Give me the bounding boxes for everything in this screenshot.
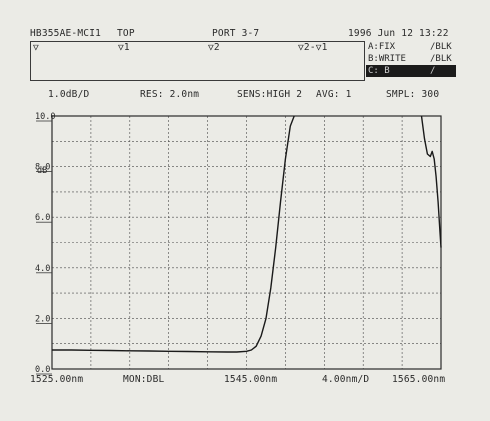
spectrum-trace-2	[420, 115, 442, 248]
marker-2: ▽2	[208, 42, 220, 53]
trace-a-name: A:FIX	[368, 42, 396, 52]
trace-a: A:FIX /BLK	[366, 41, 456, 53]
y-tick-label: 10.0	[35, 112, 55, 122]
spectrum-trace-1	[52, 115, 295, 353]
monitor-mode: MON:DBL	[123, 374, 165, 385]
header-title: TOP	[117, 28, 135, 39]
y-tick-label: 0.0	[35, 365, 50, 375]
span-per-division: 4.00nm/D	[322, 374, 370, 385]
trace-b-name: B:WRITE	[368, 54, 406, 64]
scale-readout: 1.0dB/D	[48, 89, 90, 100]
y-tick-label: 2.0	[35, 314, 50, 324]
y-tick-labels: 10.0 8.0 6.0 4.0 2.0 0.0	[35, 112, 55, 375]
start-wavelength: 1525.00nm	[30, 374, 84, 385]
marker-delta: ▽2-▽1	[298, 42, 328, 53]
trace-c-name: C: B	[368, 66, 390, 76]
trace-b: B:WRITE /BLK	[366, 53, 456, 65]
marker-ref: ▽	[33, 42, 39, 53]
marker-box	[30, 41, 365, 81]
stop-wavelength: 1565.00nm	[392, 374, 446, 385]
header-model: HB355AE-MCI1	[30, 28, 102, 39]
spectrum-traces	[52, 115, 442, 353]
y-unit-label: dB	[37, 166, 47, 176]
sensitivity-readout: SENS:HIGH 2	[237, 89, 303, 100]
trace-c: C: B /	[366, 65, 456, 77]
center-wavelength: 1545.00nm	[224, 374, 278, 385]
marker-1: ▽1	[118, 42, 130, 53]
averaging-readout: AVG: 1	[316, 89, 352, 100]
trace-a-mode: /BLK	[430, 42, 452, 52]
trace-list: A:FIX /BLK B:WRITE /BLK C: B /	[366, 41, 456, 77]
sampling-readout: SMPL: 300	[386, 89, 440, 100]
trace-c-mode: /	[430, 66, 436, 76]
resolution-readout: RES: 2.0nm	[140, 89, 200, 100]
y-tick-label: 4.0	[35, 264, 50, 274]
header-datetime: 1996 Jun 12 13:22	[348, 28, 449, 39]
header-port: PORT 3-7	[212, 28, 260, 39]
trace-b-mode: /BLK	[430, 54, 452, 64]
plot-grid	[51, 115, 442, 370]
y-tick-label: 8.0	[35, 163, 50, 173]
y-tick-label: 6.0	[35, 213, 50, 223]
